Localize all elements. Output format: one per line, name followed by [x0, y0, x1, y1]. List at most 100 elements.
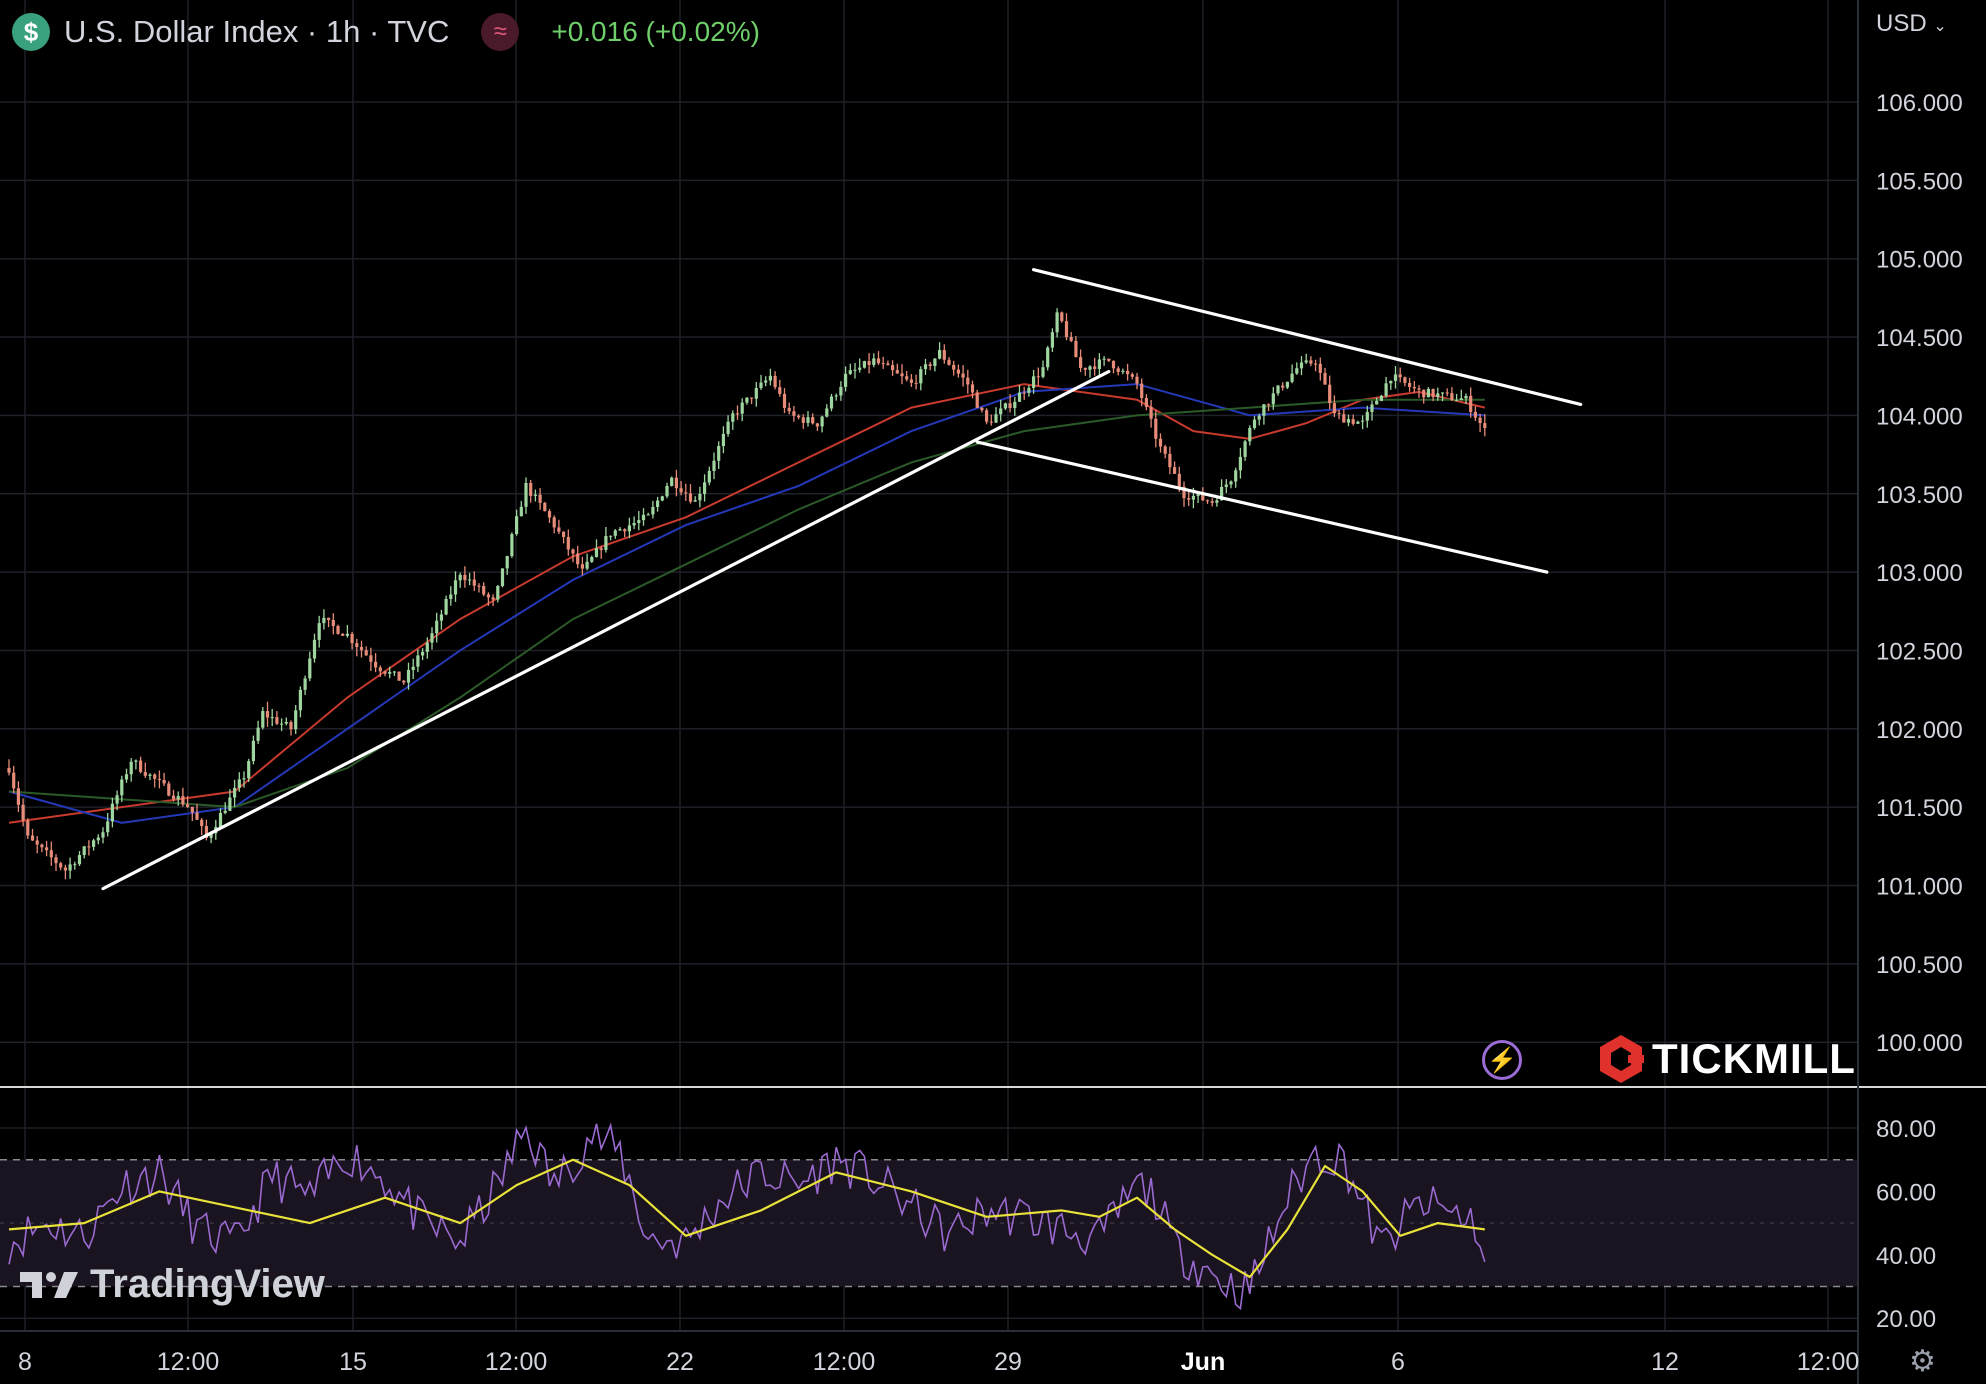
candle-body	[562, 531, 566, 537]
candle-body	[1478, 417, 1482, 424]
trendlines[interactable]	[101, 268, 1583, 891]
candle-body	[1252, 419, 1257, 428]
candle-body	[717, 446, 721, 461]
candle-body	[148, 774, 152, 776]
candle-body	[153, 774, 157, 779]
candle-body	[1032, 376, 1036, 388]
candle-body	[646, 514, 650, 516]
candle-body	[176, 796, 180, 800]
tickmill-hex-icon	[1600, 1035, 1644, 1083]
candle-body	[73, 864, 77, 866]
candle-body	[829, 396, 834, 409]
candle-body	[312, 639, 317, 659]
candle-body	[1426, 388, 1430, 398]
candle-body	[688, 493, 693, 502]
candle-body	[862, 361, 866, 368]
candle-body	[604, 535, 608, 550]
candle-body	[1271, 393, 1275, 405]
wave-indicator-icon[interactable]: ≈	[481, 13, 520, 51]
price-tick-label: 104.500	[1876, 325, 1963, 352]
candle-body	[1393, 374, 1398, 381]
candle-body	[745, 397, 749, 403]
candle-body	[247, 761, 251, 779]
candle-body	[1365, 412, 1369, 421]
candle-body	[110, 803, 114, 822]
settings-gear-icon[interactable]: ⚙	[1909, 1345, 1936, 1378]
tradingview-mark-icon	[20, 1271, 78, 1298]
candle-body	[1243, 441, 1247, 457]
candle-body	[449, 594, 453, 599]
candle-body	[392, 671, 396, 673]
candle-body	[1262, 404, 1266, 416]
candle-body	[397, 671, 401, 681]
lightning-icon[interactable]: ⚡	[1482, 1040, 1522, 1080]
candle-body	[468, 579, 472, 581]
candle-body	[430, 633, 434, 643]
candle-body	[975, 392, 979, 408]
time-tick-label: 15	[339, 1348, 367, 1376]
candle-body	[1017, 392, 1022, 402]
candle-body	[491, 597, 495, 600]
candle-body	[298, 689, 302, 711]
candle-body	[265, 711, 270, 718]
price-change: +0.016 (+0.02%)	[551, 16, 760, 47]
candle-body	[815, 423, 819, 427]
candle-body	[12, 772, 16, 789]
candle-body	[378, 667, 382, 672]
candle-body	[900, 373, 904, 377]
candle-body	[1473, 411, 1477, 418]
time-tick-label: 22	[666, 1348, 694, 1376]
candle-body	[1079, 357, 1083, 368]
candle-body	[421, 651, 425, 656]
candle-body	[1436, 393, 1440, 397]
symbol-header[interactable]: $ U.S. Dollar Index · 1h · TVC ≈ +0.016 …	[12, 10, 760, 54]
candle-body	[1041, 367, 1045, 377]
candle-body	[923, 364, 928, 370]
candle-body	[388, 672, 392, 674]
candle-body	[1074, 340, 1078, 358]
candle-body	[533, 494, 537, 496]
candle-body	[425, 642, 429, 652]
price-tick-label: 103.500	[1876, 482, 1963, 509]
candle-body	[1027, 387, 1031, 393]
candle-body	[905, 376, 909, 380]
candle-body	[200, 819, 204, 827]
candle-body	[92, 840, 96, 847]
candle-body	[1154, 418, 1158, 439]
candle-body	[7, 767, 11, 773]
candle-body	[355, 643, 359, 647]
candle-body	[1168, 453, 1172, 468]
candle-body	[820, 416, 824, 427]
candle-body	[1337, 413, 1341, 415]
candle-body	[308, 658, 312, 679]
candle-body	[139, 760, 143, 772]
candle-body	[1210, 501, 1214, 503]
candle-body	[364, 650, 368, 656]
candle-body	[181, 796, 185, 805]
candle-body	[1107, 358, 1111, 361]
candle-body	[1445, 392, 1449, 394]
currency-selector[interactable]: USD ⌄	[1876, 10, 1947, 38]
candle-body	[1375, 400, 1379, 405]
candle-body	[980, 407, 984, 411]
chart-grid	[0, 0, 1858, 1331]
tradingview-logo: TradingView	[18, 1262, 325, 1307]
candle-body	[919, 369, 923, 384]
trendline	[975, 440, 1549, 574]
candle-body	[167, 783, 171, 796]
candle-body	[961, 373, 965, 378]
candle-body	[1412, 386, 1416, 389]
candle-body	[45, 847, 49, 851]
candle-body	[1361, 420, 1365, 422]
candle-body	[496, 586, 500, 600]
price-tick-label: 103.000	[1876, 560, 1963, 587]
candle-body	[289, 721, 293, 730]
candle-body	[872, 358, 876, 365]
candle-body	[1013, 401, 1017, 408]
candle-body	[1182, 486, 1186, 499]
rsi-tick-label: 20.00	[1876, 1306, 1936, 1333]
candle-body	[96, 837, 100, 841]
candle-body	[674, 477, 678, 489]
candle-body	[115, 795, 119, 804]
